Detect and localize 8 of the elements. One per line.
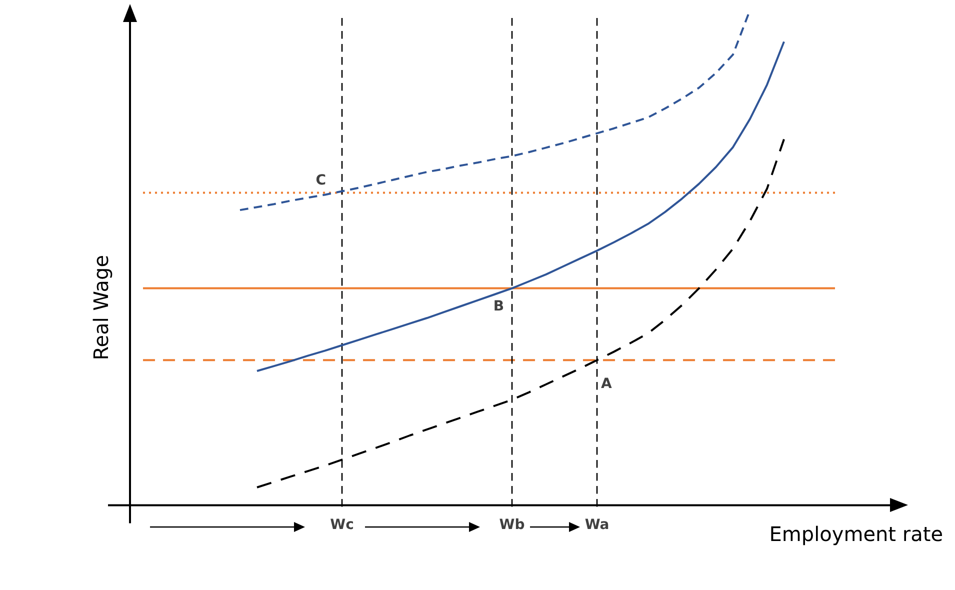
annotation: A [601, 376, 612, 392]
x-tick-label: Wa [584, 517, 610, 534]
annotation: B [493, 298, 504, 314]
annotation: C [316, 172, 326, 189]
x-tick-label: Wb [499, 517, 525, 534]
x-axis-title: Employment rate [769, 522, 943, 546]
x-tick-label: Wc [330, 517, 354, 534]
y-axis-title: Real Wage [89, 254, 113, 360]
